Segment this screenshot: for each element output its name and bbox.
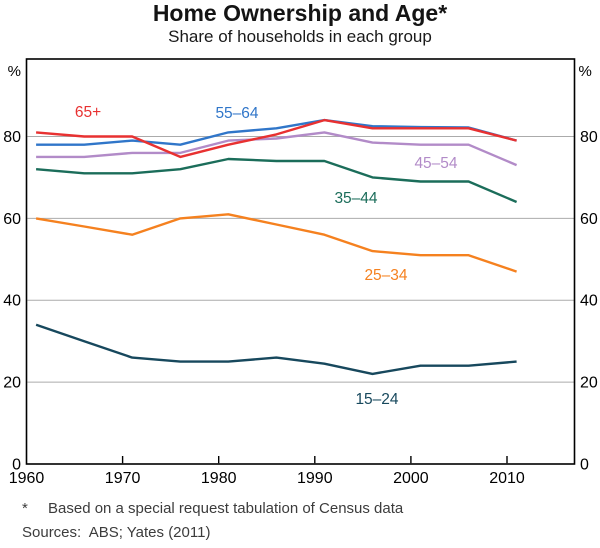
y-label-right-60: 60 — [580, 211, 598, 228]
x-label-1980: 1980 — [201, 470, 237, 487]
y-label-left-20: 20 — [3, 375, 21, 392]
sources-text: Sources: ABS; Yates (2011) — [22, 524, 211, 541]
y-label-left-40: 40 — [3, 293, 21, 310]
x-label-1990: 1990 — [297, 470, 333, 487]
y-unit-left: % — [8, 63, 21, 80]
footnote-text: Based on a special request tabulation of… — [48, 500, 404, 517]
data-series: 65+ 55–64 45–54 35–44 25–34 15–24 — [35, 104, 518, 408]
chart-subtitle: Share of households in each group — [168, 27, 432, 46]
gridlines — [27, 135, 575, 464]
series-line-35–44 — [35, 157, 518, 204]
series-label-65+: 65+ — [75, 104, 101, 121]
series-label-45–54: 45–54 — [414, 155, 457, 172]
series-line-55–64 — [36, 118, 517, 146]
x-label-2010: 2010 — [489, 470, 525, 487]
y-unit-right: % — [579, 63, 592, 80]
y-label-right-0: 0 — [580, 457, 589, 474]
y-label-left-80: 80 — [3, 129, 21, 146]
series-label-15–24: 15–24 — [355, 391, 398, 408]
y-label-right-20: 20 — [580, 375, 598, 392]
series-label-25–34: 25–34 — [364, 267, 407, 284]
series-line-45–54 — [36, 131, 518, 167]
axis-labels: 0 0 20 20 40 40 60 60 80 80% % 1960 1970 1980 1990 2000… — [3, 63, 598, 487]
x-label-1960: 1960 — [9, 470, 45, 487]
x-label-2000: 2000 — [393, 470, 429, 487]
chart-title: Home Ownership and Age* — [152, 0, 448, 26]
x-label-1970: 1970 — [105, 470, 141, 487]
y-label-left-0: 0 — [12, 457, 21, 474]
series-label-55–64: 55–64 — [215, 105, 258, 122]
footnote-marker: * — [22, 500, 28, 517]
series-line-15–24 — [35, 323, 517, 376]
y-label-right-40: 40 — [580, 293, 598, 310]
series-line-65+ — [35, 118, 517, 159]
series-label-35–44: 35–44 — [334, 190, 377, 207]
series-line-25–34 — [35, 213, 517, 273]
plot-border — [25, 58, 576, 465]
y-label-left-60: 60 — [3, 211, 21, 228]
y-label-right-80: 80 — [580, 129, 598, 146]
